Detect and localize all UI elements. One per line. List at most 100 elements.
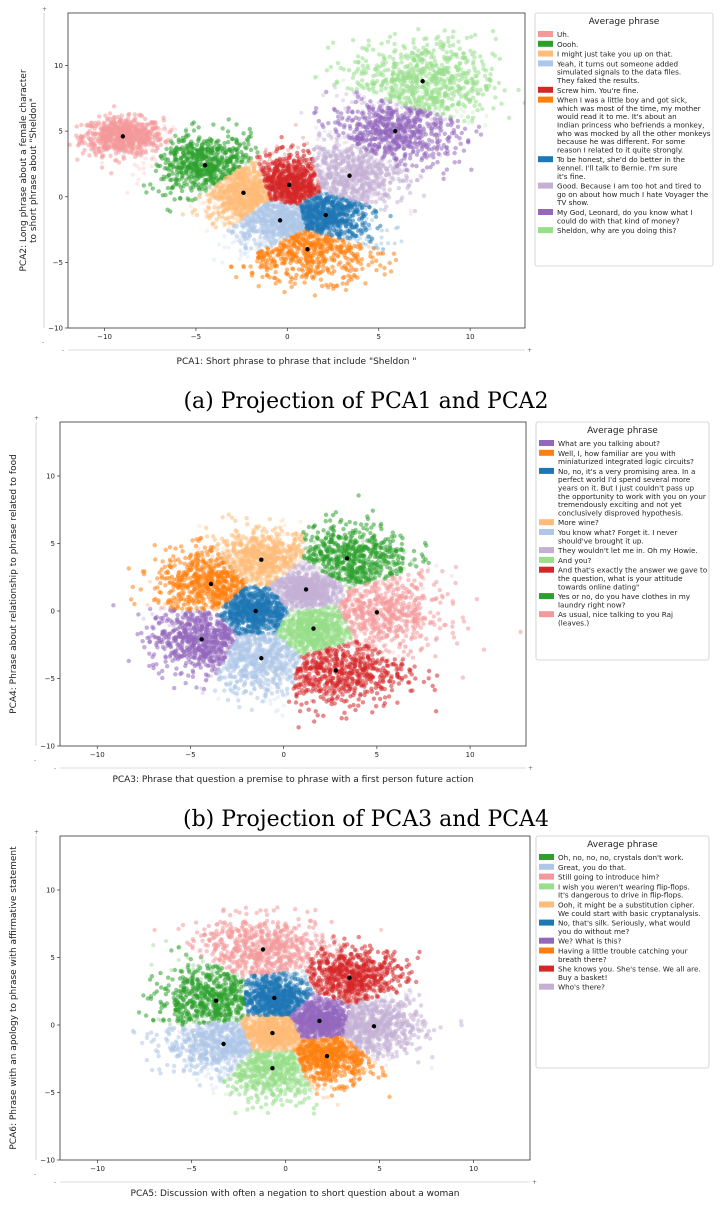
data-point xyxy=(145,140,150,145)
data-point xyxy=(254,244,259,249)
data-point xyxy=(272,209,277,214)
data-point xyxy=(226,139,231,145)
data-point xyxy=(225,206,231,212)
data-point xyxy=(127,126,132,131)
data-point xyxy=(192,161,198,166)
data-point xyxy=(144,134,149,139)
data-point xyxy=(93,131,99,136)
data-point xyxy=(222,245,227,250)
data-point xyxy=(173,127,178,132)
data-point xyxy=(189,154,194,160)
data-point xyxy=(238,172,243,177)
data-point xyxy=(108,153,113,159)
data-point xyxy=(282,228,287,233)
data-point xyxy=(356,212,361,217)
data-point xyxy=(391,251,397,256)
data-point xyxy=(197,194,202,200)
data-point xyxy=(226,192,231,197)
data-point xyxy=(302,190,307,195)
data-point xyxy=(150,121,156,126)
data-point xyxy=(204,214,209,219)
data-point xyxy=(245,159,250,164)
data-point xyxy=(153,124,158,130)
data-point xyxy=(221,224,226,229)
data-point xyxy=(249,270,254,275)
data-point xyxy=(222,201,227,206)
data-point xyxy=(345,261,350,266)
data-point xyxy=(149,157,154,162)
data-point xyxy=(240,206,245,211)
data-point xyxy=(93,123,98,128)
data-point xyxy=(330,264,335,270)
data-point xyxy=(338,260,343,265)
data-point xyxy=(82,140,88,146)
data-point xyxy=(316,199,321,204)
data-point xyxy=(289,284,294,290)
data-point xyxy=(371,245,375,250)
data-point xyxy=(82,133,88,138)
data-point xyxy=(250,197,255,202)
data-point xyxy=(150,186,155,191)
data-point xyxy=(196,164,201,169)
data-point xyxy=(180,174,185,179)
data-point xyxy=(301,164,306,169)
data-point xyxy=(139,114,145,119)
data-point xyxy=(388,213,393,219)
data-point xyxy=(191,185,196,190)
data-point xyxy=(366,234,371,239)
data-point xyxy=(248,130,254,135)
data-point xyxy=(290,276,295,282)
data-point xyxy=(284,156,289,161)
data-point xyxy=(368,250,373,255)
data-point xyxy=(165,157,170,162)
data-point xyxy=(282,184,287,189)
data-point xyxy=(366,262,371,268)
data-point xyxy=(253,203,258,207)
data-point xyxy=(175,157,180,162)
data-point xyxy=(178,195,183,201)
data-point xyxy=(256,284,261,289)
data-point xyxy=(90,130,95,136)
data-point xyxy=(141,166,146,171)
data-point xyxy=(370,218,375,223)
data-point xyxy=(199,185,204,190)
data-point xyxy=(340,281,345,286)
data-point xyxy=(232,165,237,169)
data-point xyxy=(241,172,246,177)
data-point xyxy=(252,212,257,217)
data-point xyxy=(113,140,118,145)
data-point xyxy=(318,210,323,216)
data-point xyxy=(319,283,325,289)
data-point xyxy=(275,204,280,209)
data-point xyxy=(249,171,254,176)
data-point xyxy=(230,136,235,142)
data-point xyxy=(211,257,216,262)
data-point xyxy=(134,145,140,150)
data-point xyxy=(213,155,218,160)
data-point xyxy=(220,170,225,175)
data-point xyxy=(301,186,306,191)
data-point xyxy=(209,177,214,182)
data-point xyxy=(171,160,176,165)
data-point xyxy=(246,142,251,147)
data-point xyxy=(335,253,340,258)
data-point xyxy=(118,117,124,122)
data-point xyxy=(150,148,155,153)
data-point xyxy=(299,174,304,179)
data-point xyxy=(217,160,222,165)
data-point xyxy=(303,272,309,277)
data-point xyxy=(178,156,183,161)
data-point xyxy=(175,165,180,170)
data-point xyxy=(344,281,349,286)
data-point xyxy=(211,122,216,127)
data-point xyxy=(100,137,105,142)
data-point xyxy=(325,249,330,254)
data-point xyxy=(163,160,168,166)
data-point xyxy=(333,247,338,252)
data-point xyxy=(233,239,238,243)
data-point xyxy=(209,173,213,178)
data-point xyxy=(125,144,131,149)
data-point xyxy=(241,264,246,270)
data-point xyxy=(226,171,231,176)
data-point xyxy=(187,142,192,147)
